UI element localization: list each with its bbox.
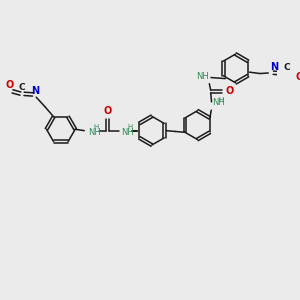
Text: H: H [128,124,133,130]
Text: NH: NH [122,128,134,136]
Text: N: N [31,85,39,95]
Text: C: C [19,83,25,92]
Text: NH: NH [196,72,209,81]
Text: C: C [284,63,290,72]
Text: O: O [225,86,233,96]
Text: NH: NH [88,128,100,136]
Text: H: H [94,124,99,130]
Text: O: O [6,80,14,90]
Text: N: N [271,62,279,72]
Text: O: O [296,72,300,82]
Text: H: H [218,97,224,103]
Text: NH: NH [212,98,225,107]
Text: O: O [103,106,112,116]
